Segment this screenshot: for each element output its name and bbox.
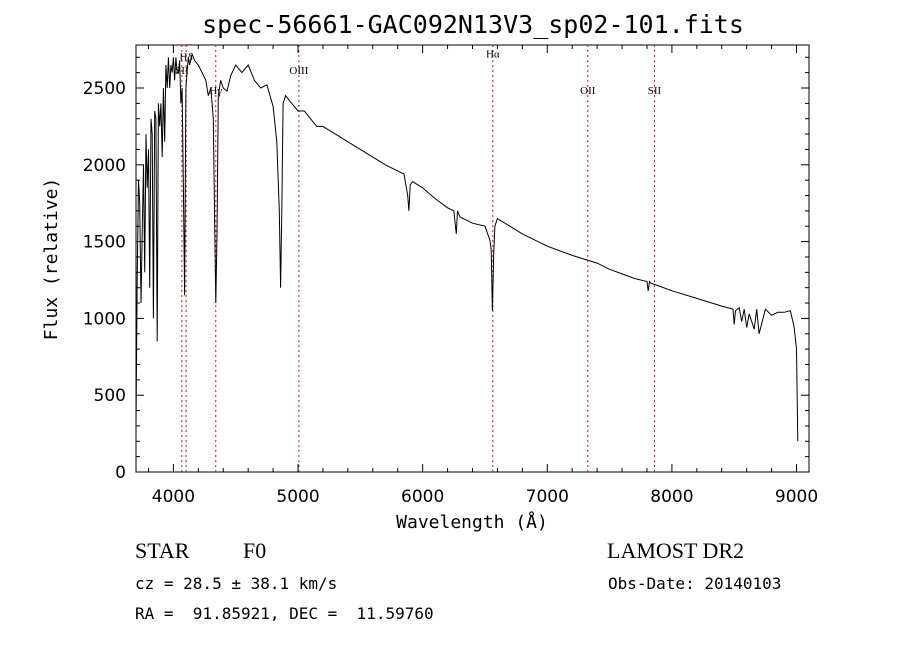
object-class: STAR xyxy=(135,538,190,563)
y-tick-label-3: 1500 xyxy=(83,233,126,253)
plot-frame xyxy=(135,44,810,473)
y-axis-label: Flux (relative) xyxy=(41,178,62,341)
line-label-3: OIII xyxy=(289,65,308,77)
survey-label: LAMOST DR2 xyxy=(607,538,745,563)
object-subclass: F0 xyxy=(243,538,267,563)
x-tick-label-5: 9000 xyxy=(775,487,818,507)
y-tick-label-1: 500 xyxy=(94,386,126,406)
chart-title: spec-56661-GAC092N13V3_sp02-101.fits xyxy=(202,10,744,39)
y-tick-label-0: 0 xyxy=(115,463,126,483)
y-axis: 0 500 1000 1500 2000 2500 xyxy=(83,56,809,483)
obs-date: Obs-Date: 20140103 xyxy=(608,574,782,593)
x-tick-label-1: 5000 xyxy=(276,487,319,507)
line-label-1: Hδ xyxy=(180,51,193,63)
x-tick-label-4: 8000 xyxy=(650,487,693,507)
line-label-6: SII xyxy=(648,85,662,97)
x-axis-label: Wavelength (Å) xyxy=(396,511,548,533)
x-tick-label-0: 4000 xyxy=(152,487,195,507)
x-tick-label-2: 6000 xyxy=(401,487,444,507)
x-tick-label-3: 7000 xyxy=(526,487,569,507)
line-label-5: OII xyxy=(580,85,596,97)
y-tick-label-2: 1000 xyxy=(83,309,126,329)
y-tick-label-5: 2500 xyxy=(83,79,126,99)
x-axis: 4000 5000 6000 7000 8000 9000 xyxy=(147,45,818,507)
line-label-4: Hα xyxy=(486,48,500,60)
redshift-readout: cz = 28.5 ± 38.1 km/s xyxy=(135,574,338,593)
coordinates: RA = 91.85921, DEC = 11.59760 xyxy=(135,604,434,623)
spectrum-line xyxy=(135,52,799,442)
y-tick-label-4: 2000 xyxy=(83,156,126,176)
